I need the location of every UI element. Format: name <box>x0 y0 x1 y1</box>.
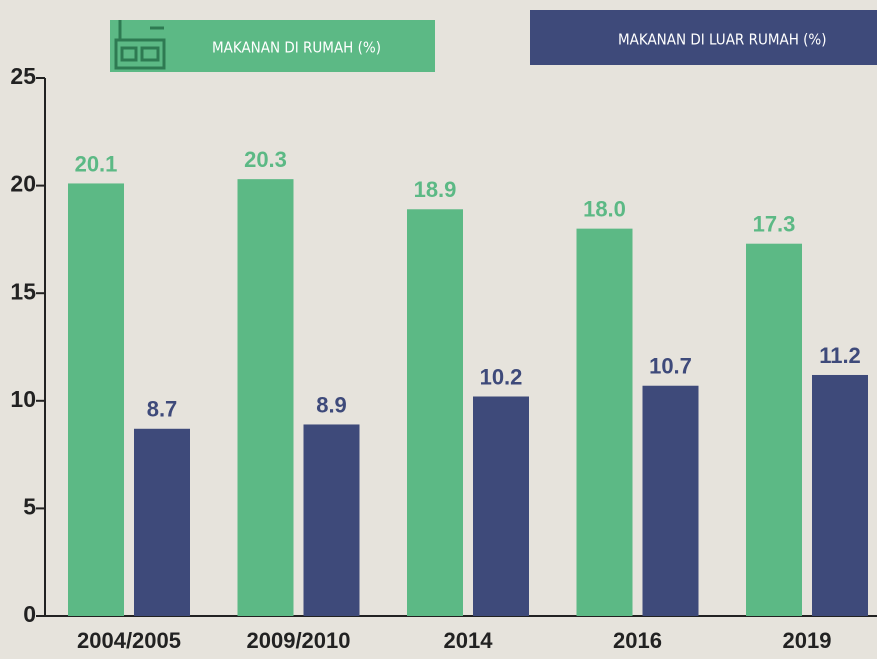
y-tick-label: 10 <box>10 386 36 412</box>
value-label: 11.2 <box>819 343 861 368</box>
value-label: 10.2 <box>480 364 523 389</box>
bar <box>68 183 124 616</box>
value-label: 17.3 <box>753 212 796 237</box>
chart: MAKANAN DI RUMAH (%) MAKANAN DI LUAR RUM… <box>0 0 877 659</box>
legend-label: MAKANAN DI RUMAH (%) <box>212 39 381 57</box>
bar <box>577 229 633 616</box>
y-tick-label: 15 <box>10 278 36 304</box>
value-label: 8.9 <box>316 392 347 417</box>
bar <box>746 244 802 616</box>
bar <box>238 179 294 616</box>
value-label: 20.1 <box>75 151 118 176</box>
value-label: 18.9 <box>414 177 457 202</box>
bar <box>134 429 190 616</box>
bar <box>407 209 463 616</box>
y-tick-label: 20 <box>10 171 36 197</box>
x-tick-label: 2016 <box>613 628 662 653</box>
bar <box>643 386 699 616</box>
x-tick-label: 2009/2010 <box>247 628 351 653</box>
value-label: 18.0 <box>583 196 626 221</box>
value-label: 10.7 <box>649 354 692 379</box>
x-tick-label: 2004/2005 <box>77 628 181 653</box>
value-label: 20.3 <box>244 147 287 172</box>
bar <box>473 396 529 616</box>
y-tick-label: 0 <box>23 601 36 627</box>
y-tick-label: 5 <box>23 493 36 519</box>
y-tick-label: 25 <box>10 63 36 89</box>
x-tick-label: 2019 <box>783 628 832 653</box>
x-tick-label: 2014 <box>444 628 494 653</box>
legend-label: MAKANAN DI LUAR RUMAH (%) <box>618 31 827 49</box>
bar <box>812 375 868 616</box>
bar <box>304 424 360 616</box>
value-label: 8.7 <box>147 397 178 422</box>
